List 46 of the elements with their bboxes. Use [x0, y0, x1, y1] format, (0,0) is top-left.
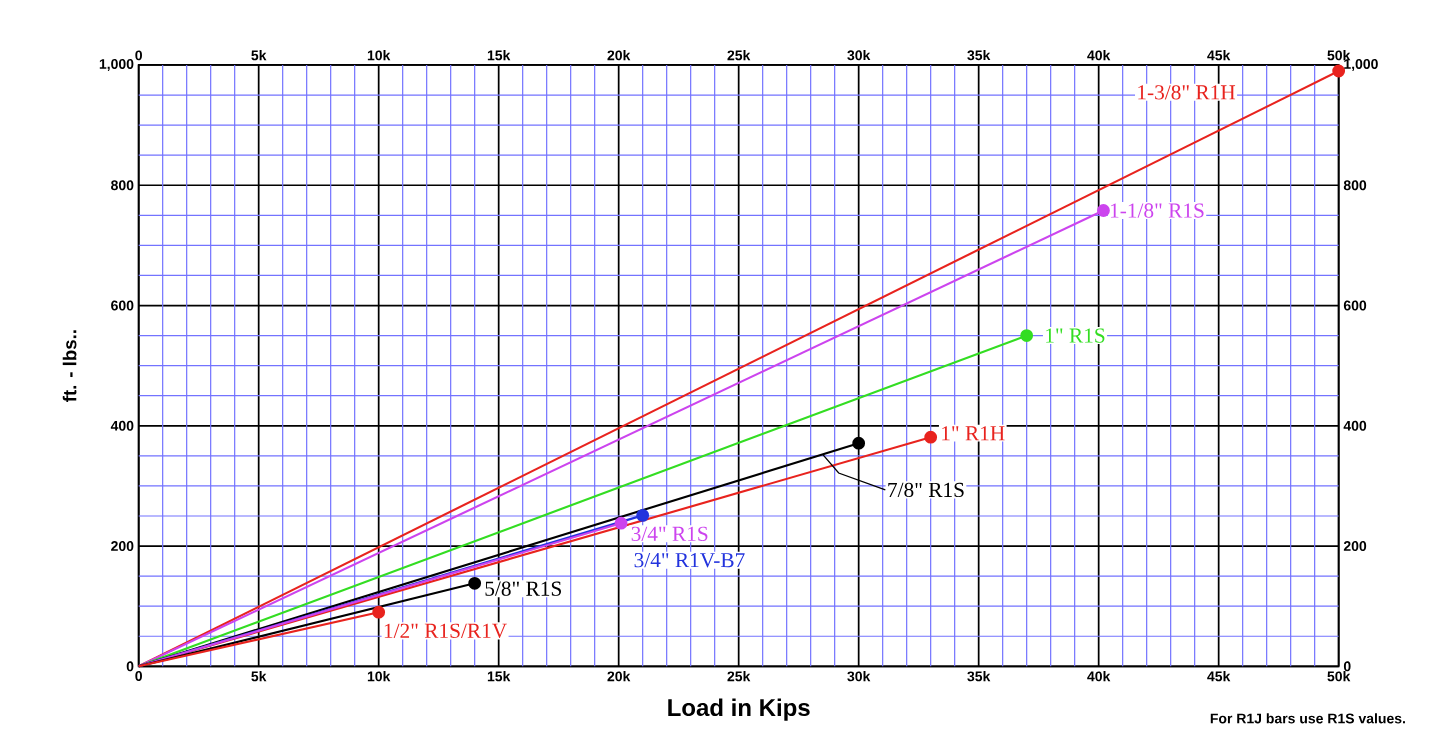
x-tick-label: 45k: [1207, 50, 1231, 61]
x2-tick-label: 35k: [967, 671, 991, 682]
x2-tick-label: 45k: [1207, 671, 1231, 682]
x-tick-label: 20k: [607, 50, 631, 61]
y2-tick-label: 1,000: [1344, 59, 1378, 71]
x2-tick-label: 25k: [727, 671, 751, 682]
series-label: 1" R1H: [942, 426, 1005, 441]
x-tick-label: 30k: [847, 49, 871, 61]
series-label: 5/8" R1S: [485, 581, 561, 596]
x-tick-label: 35k: [967, 49, 991, 61]
y2-tick-label: 400: [1343, 420, 1367, 431]
y-tick-label: 400: [110, 420, 134, 431]
x2-tick-label: 30k: [847, 671, 871, 682]
x-tick-label: 10k: [367, 50, 391, 61]
series-label: 1-3/8" R1H: [1138, 85, 1236, 100]
x-tick-label: 25k: [727, 50, 751, 61]
series-label: 1-1/8" R1S: [1110, 203, 1204, 218]
x-tick-label: 5k: [251, 50, 267, 61]
y2-tick-label: 600: [1343, 300, 1367, 311]
y2-tick-label: 0: [1343, 661, 1351, 672]
x-tick-label: 40k: [1087, 50, 1111, 61]
x2-tick-label: 10k: [367, 671, 391, 682]
text: 7/8" R1S: [888, 482, 964, 498]
y2-tick-label: 800: [1343, 180, 1367, 191]
x2-tick-label: 0: [135, 671, 142, 681]
series-label: 3/4" R1S: [631, 526, 708, 542]
x2-tick-label: 15k: [487, 671, 511, 682]
x2-tick-label: 20k: [607, 671, 631, 682]
x-axis-title: Load in Kips: [668, 698, 810, 721]
series-label: 1/2" R1S/R1V: [384, 623, 507, 639]
y-tick-label: 1,000: [99, 59, 134, 71]
series-label: 3/4" R1V-B7: [634, 553, 745, 568]
y-tick-label: 0: [126, 661, 134, 672]
series-label: 1" R1S: [1046, 328, 1105, 343]
y-tick-label: 200: [111, 541, 134, 552]
y-tick-label: 800: [111, 180, 134, 191]
x2-tick-label: 40k: [1087, 671, 1111, 682]
x2-tick-label: 5k: [251, 671, 267, 682]
y-tick-label: 600: [111, 300, 134, 311]
x-tick-label: 0: [135, 50, 142, 61]
y2-tick-label: 200: [1343, 541, 1367, 552]
x-tick-label: 50k: [1327, 50, 1351, 61]
text: For R1J bars use R1S values.: [1210, 713, 1405, 724]
y-axis-title: ft. - lbs..: [62, 330, 77, 402]
x2-tick-label: 50k: [1327, 671, 1351, 682]
x-tick-label: 15k: [487, 50, 511, 61]
